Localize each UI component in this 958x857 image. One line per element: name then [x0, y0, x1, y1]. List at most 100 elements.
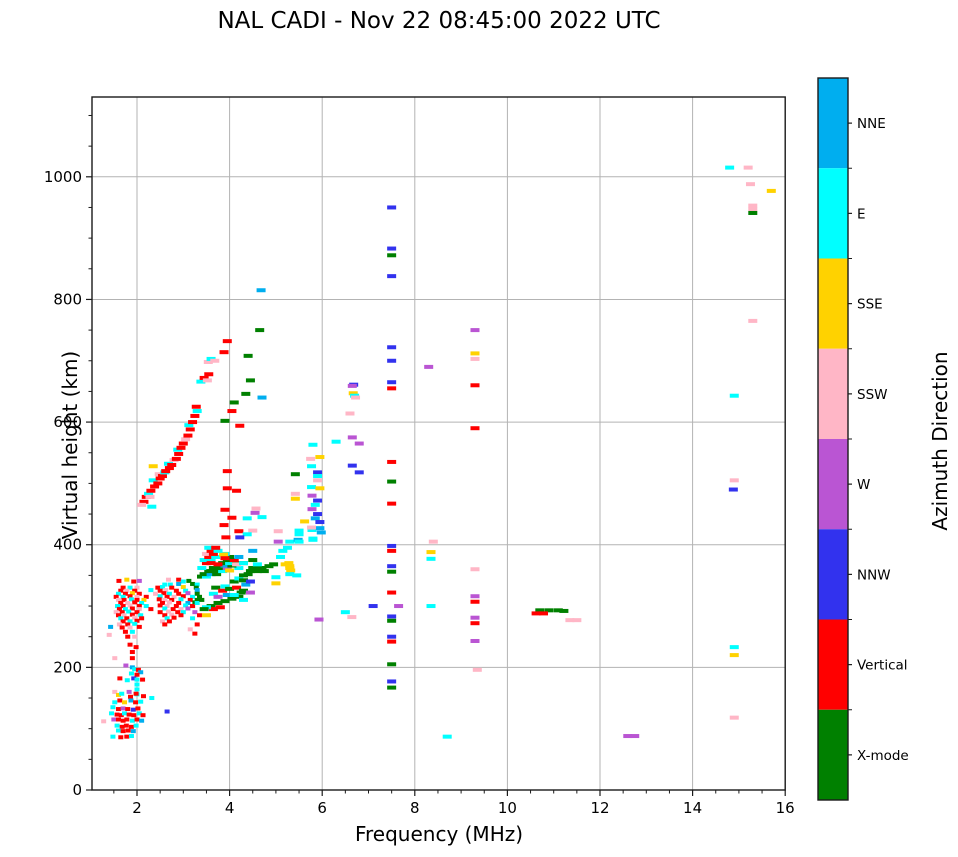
echo-point-W [213, 594, 223, 599]
echo-point-X [213, 600, 223, 605]
echo-point-NNW [387, 345, 397, 350]
echo-point-V [213, 562, 223, 567]
echo-point-W [347, 435, 357, 440]
echo-point-SSW [121, 613, 127, 618]
echo-point-V [124, 616, 130, 621]
echo-point-NNW [387, 205, 397, 210]
echo-point-W [123, 663, 129, 668]
colorbar-block-W [818, 439, 848, 530]
echo-point-E [194, 582, 200, 587]
echo-point-E [197, 566, 207, 571]
echo-point-V [470, 426, 480, 431]
colorbar-block-X-mode [818, 709, 848, 800]
echo-point-X [227, 563, 237, 568]
echo-point-E [109, 711, 115, 716]
echo-point-SSW [106, 632, 112, 637]
colorbar-tick-label: SSE [857, 297, 883, 313]
echo-point-E [178, 597, 184, 602]
x-tick-label: 4 [225, 799, 235, 817]
echo-point-SSE [729, 653, 739, 658]
echo-point-SSW [428, 539, 438, 544]
echo-point-X [245, 569, 255, 574]
echo-point-E [276, 554, 286, 559]
echo-point-V [117, 676, 123, 681]
echo-point-V [125, 622, 131, 627]
echo-point-V [134, 610, 140, 615]
echo-point-V [531, 611, 541, 616]
echo-point-X [238, 578, 248, 583]
echo-point-E [426, 556, 436, 561]
echo-point-SSW [136, 607, 142, 612]
echo-point-V [170, 607, 176, 612]
echo-point-E [128, 671, 134, 676]
echo-point-E [331, 439, 341, 444]
echo-point-V [116, 607, 122, 612]
echo-point-E [139, 600, 145, 605]
echo-point-NNW [368, 604, 378, 609]
echo-point-E [199, 558, 209, 563]
echo-point-V [131, 579, 137, 584]
echo-point-V [161, 591, 167, 596]
echo-point-E [162, 582, 168, 587]
chart-title: NAL CADI - Nov 22 08:45:00 2022 UTC [217, 8, 661, 34]
echo-point-X [225, 554, 235, 559]
echo-point-E [157, 594, 163, 599]
echo-point-E [126, 609, 132, 614]
echo-point-V [387, 459, 397, 464]
echo-point-V [119, 610, 125, 615]
echo-point-SSE [470, 351, 480, 356]
echo-point-X [220, 418, 230, 423]
echo-point-V [470, 383, 480, 388]
echo-point-E [180, 579, 186, 584]
echo-point-SSW [187, 627, 193, 632]
echo-point-V [232, 585, 242, 590]
echo-point-V [222, 339, 232, 344]
echo-point-E [201, 574, 211, 579]
colorbar-tick-label: X-mode [857, 748, 909, 764]
echo-point-V [185, 427, 195, 432]
echo-point-W [394, 604, 404, 609]
echo-point-SSW [470, 567, 480, 572]
echo-point-X [255, 328, 265, 333]
echo-point-SSE [766, 188, 776, 193]
echo-point-X [535, 608, 545, 613]
echo-point-SSE [180, 585, 186, 590]
echo-point-E [162, 606, 168, 611]
echo-point-E [307, 464, 317, 469]
echo-point-X [199, 607, 209, 612]
echo-point-V [148, 607, 154, 612]
echo-point-V [132, 600, 138, 605]
echo-point-V [218, 588, 228, 593]
echo-point-NNE [138, 670, 144, 675]
echo-point-E [120, 594, 126, 599]
echo-point-SSW [164, 604, 170, 609]
echo-point-V [157, 603, 163, 608]
echo-point-SSW [163, 588, 169, 593]
echo-point-NNE [130, 729, 136, 734]
echo-point-SSW [748, 207, 758, 212]
echo-point-E [184, 423, 194, 428]
echo-point-SSW [137, 502, 147, 507]
echo-point-SSW [748, 318, 758, 323]
echo-point-NNW [387, 274, 397, 279]
colorbar-block-NNE [818, 78, 848, 169]
echo-point-E [196, 379, 206, 384]
echo-point-SSE [121, 700, 127, 705]
echo-point-X [215, 566, 225, 571]
echo-point-V [204, 372, 214, 377]
echo-point-V [387, 386, 397, 391]
echo-point-E [147, 504, 157, 509]
echo-point-SSE [225, 568, 235, 573]
echo-point-V [114, 712, 120, 717]
echo-point-X [387, 253, 397, 258]
echo-point-SSW [232, 562, 242, 567]
plot-border [91, 96, 786, 791]
echo-point-V [127, 594, 133, 599]
x-tick-label: 8 [410, 799, 420, 817]
echo-point-E [310, 502, 320, 507]
echo-point-V [115, 707, 121, 712]
echo-point-E [194, 600, 200, 605]
echo-point-V [167, 463, 177, 468]
echo-point-SSW [345, 411, 355, 416]
colorbar-block-SSE [818, 258, 848, 349]
